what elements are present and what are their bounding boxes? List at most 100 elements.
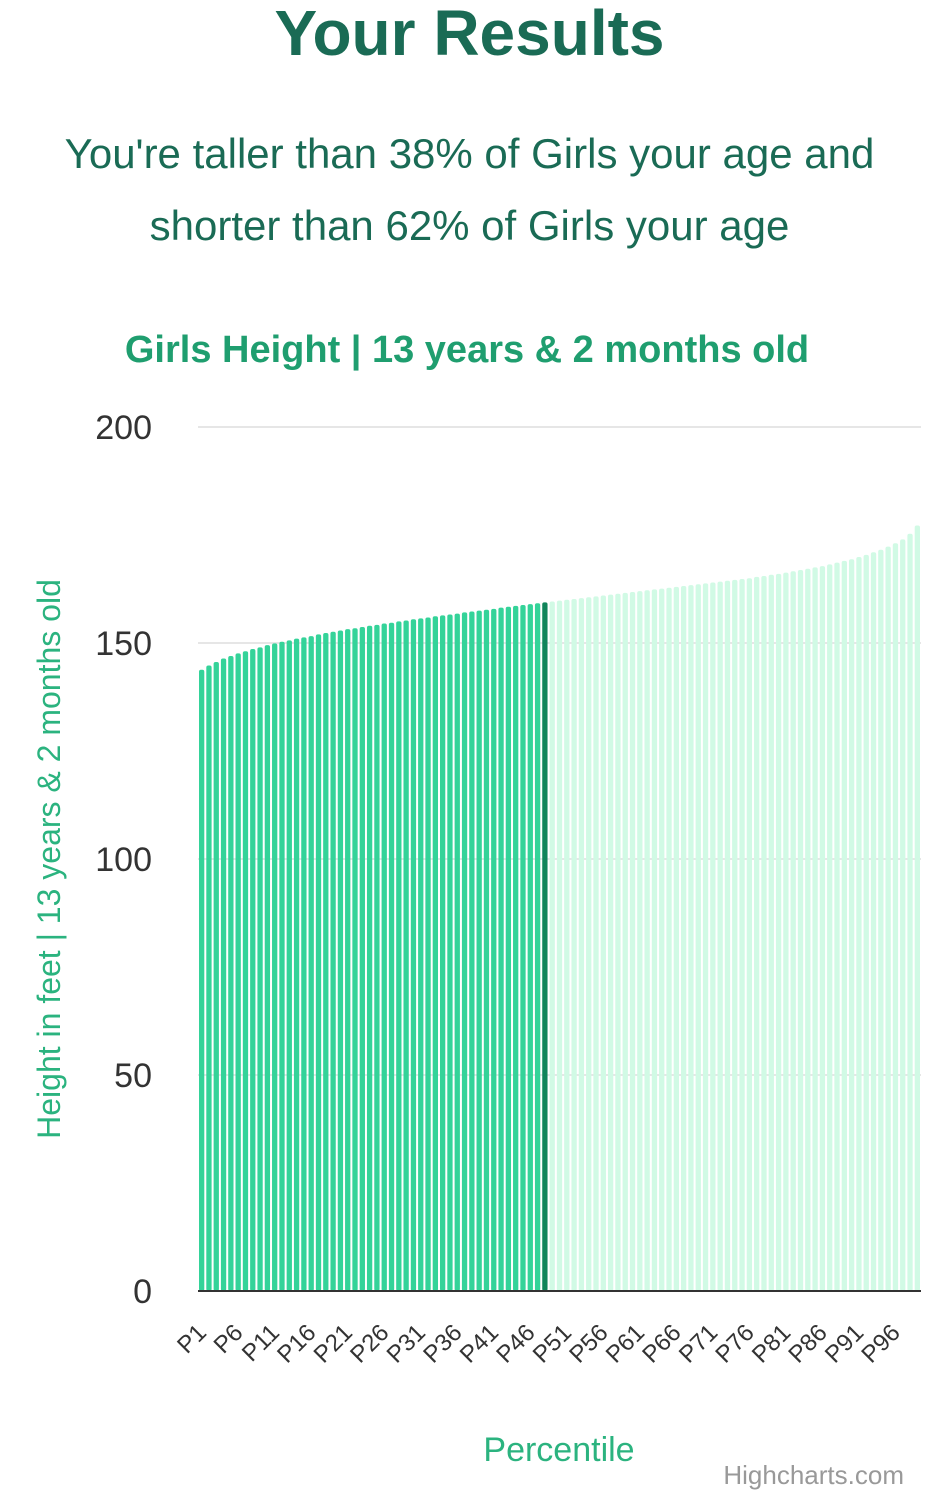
bar-p76[interactable] [746,578,753,1291]
bar-p49[interactable] [549,601,555,1291]
bar-p98[interactable] [907,533,913,1291]
bar-p24[interactable] [366,625,373,1291]
bar-p80[interactable] [775,573,782,1291]
bar-p78[interactable] [761,576,767,1291]
bar-p21[interactable] [345,629,351,1291]
bar-p51[interactable] [564,599,570,1291]
bar-p36[interactable] [454,613,460,1291]
bar-p91[interactable] [856,557,862,1291]
bar-p14[interactable] [293,638,300,1291]
bar-p65[interactable] [666,587,672,1291]
bar-p70[interactable] [702,583,709,1291]
bars[interactable] [199,525,920,1292]
bar-p90[interactable] [848,559,855,1291]
bar-p37[interactable] [461,612,468,1291]
bar-p22[interactable] [352,628,358,1291]
bar-p43[interactable] [505,606,512,1291]
bar-p83[interactable] [797,569,804,1291]
bar-p18[interactable] [323,633,329,1291]
bar-p6[interactable] [235,653,241,1291]
bar-p52[interactable] [571,598,577,1291]
bar-p67[interactable] [681,585,687,1291]
bar-p3[interactable] [213,662,219,1291]
bar-p81[interactable] [783,572,789,1291]
bar-p23[interactable] [359,627,365,1291]
bar-p40[interactable] [483,609,490,1291]
bar-p73[interactable] [724,580,731,1291]
bar-p32[interactable] [425,617,431,1291]
bar-p2[interactable] [206,665,212,1291]
bar-p54[interactable] [586,597,592,1291]
bar-p33[interactable] [432,616,438,1291]
bar-p13[interactable] [286,640,292,1291]
bar-p57[interactable] [607,594,614,1291]
bar-p17[interactable] [315,634,322,1291]
bar-p50[interactable] [556,600,563,1291]
bar-p89[interactable] [841,560,847,1291]
bar-p16[interactable] [308,636,314,1291]
bar-p63[interactable] [651,589,658,1291]
bar-p4[interactable] [220,658,227,1291]
bar-p66[interactable] [673,586,679,1291]
bar-p77[interactable] [754,576,760,1291]
bar-p47[interactable] [534,603,541,1291]
bar-p26[interactable] [381,623,387,1291]
bar-p60[interactable] [629,592,636,1291]
bar-p94[interactable] [878,549,884,1291]
bar-p92[interactable] [863,554,869,1291]
bar-p62[interactable] [644,590,650,1291]
bar-p8[interactable] [250,649,256,1291]
bar-p72[interactable] [717,581,723,1291]
bar-p75[interactable] [739,579,745,1291]
bar-p28[interactable] [396,621,402,1291]
bar-p25[interactable] [374,624,380,1291]
bar-p27[interactable] [388,622,395,1291]
bar-p20[interactable] [337,630,344,1291]
bar-p38[interactable] [469,611,475,1291]
bar-p56[interactable] [600,595,606,1291]
bar-p55[interactable] [593,596,599,1291]
bar-p64[interactable] [659,588,665,1291]
bar-p48[interactable] [542,602,548,1291]
bar-p11[interactable] [272,643,278,1291]
bar-p71[interactable] [710,582,716,1291]
bar-p87[interactable] [827,564,833,1291]
bar-p10[interactable] [264,645,271,1291]
bar-p82[interactable] [790,571,796,1291]
bar-p5[interactable] [228,655,234,1291]
bar-p59[interactable] [622,592,628,1291]
bar-p30[interactable] [410,619,417,1291]
bar-p9[interactable] [257,647,263,1291]
bar-p39[interactable] [476,610,482,1291]
bar-p93[interactable] [870,552,877,1291]
bar-p15[interactable] [301,637,307,1291]
bar-p7[interactable] [242,651,249,1291]
bar-p42[interactable] [498,607,504,1291]
bar-p74[interactable] [732,579,738,1291]
bar-p19[interactable] [330,631,336,1291]
bar-p97[interactable] [900,539,906,1291]
bar-p84[interactable] [805,568,811,1291]
bar-p44[interactable] [513,605,519,1291]
bar-p69[interactable] [695,584,701,1291]
bar-p96[interactable] [892,543,899,1291]
bar-p34[interactable] [440,615,446,1291]
bar-p35[interactable] [447,614,453,1291]
bar-p41[interactable] [491,608,497,1291]
bar-p88[interactable] [834,562,840,1291]
bar-p29[interactable] [403,620,409,1291]
bar-p46[interactable] [527,604,533,1291]
bar-p61[interactable] [637,591,643,1291]
bar-p53[interactable] [578,598,585,1291]
bar-p1[interactable] [199,669,205,1291]
bar-p58[interactable] [615,593,621,1291]
bar-p85[interactable] [812,567,818,1291]
bar-p95[interactable] [885,546,891,1291]
bar-p99[interactable] [914,525,920,1292]
bar-p86[interactable] [819,566,826,1291]
bar-p45[interactable] [520,604,526,1291]
bar-p68[interactable] [688,585,694,1291]
chart-credits[interactable]: Highcharts.com [723,1460,904,1490]
bar-p79[interactable] [768,574,774,1291]
bar-p31[interactable] [418,618,424,1291]
